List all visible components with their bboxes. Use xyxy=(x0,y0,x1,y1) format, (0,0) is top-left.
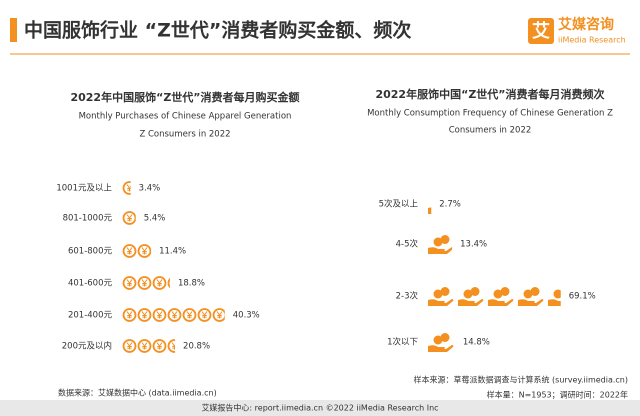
pictogram-bar xyxy=(426,194,432,214)
pictogram-bar xyxy=(122,338,176,354)
chart-title: 2022年服饰中国“Z世代”消费者每月消费频次 xyxy=(375,87,604,101)
value-label: 2.7% xyxy=(439,200,461,210)
value-label: 18.8% xyxy=(178,279,205,289)
logo-en: iiMedia Research xyxy=(558,36,626,45)
pictogram-bar xyxy=(122,243,152,259)
pictogram-bar xyxy=(122,180,131,196)
chart-subtitle: Monthly Consumption Frequency of Chinese… xyxy=(367,109,613,119)
value-label: 69.1% xyxy=(569,292,596,302)
value-label: 14.8% xyxy=(463,338,490,348)
category-label: 1次以下 xyxy=(387,337,418,348)
page-title: 中国服饰行业 “Z世代”消费者购买金额、频次 xyxy=(24,19,411,42)
value-label: 5.4% xyxy=(144,214,166,224)
value-label: 13.4% xyxy=(460,240,487,250)
logo-char: 艾 xyxy=(532,20,550,42)
category-label: 401-600元 xyxy=(68,279,113,289)
pictogram-bar xyxy=(426,286,561,306)
category-label: 601-800元 xyxy=(68,247,113,257)
title-accent xyxy=(10,18,17,42)
footer-text: 艾媒报告中心: report.iimedia.cn ©2022 iiMedia … xyxy=(201,403,438,413)
source-note: 数据来源：艾媒数据中心 (data.iimedia.cn) xyxy=(58,388,217,398)
value-label: 20.8% xyxy=(183,342,210,352)
category-label: 200元及以内 xyxy=(62,341,112,352)
pictogram-bar xyxy=(122,210,136,226)
logo-cn: 艾媒咨询 xyxy=(558,16,614,33)
pictogram-bar xyxy=(426,332,455,352)
value-label: 11.4% xyxy=(159,247,186,257)
category-label: 2-3次 xyxy=(396,291,419,302)
value-label: 40.3% xyxy=(233,311,260,321)
category-label: 4-5次 xyxy=(396,239,419,250)
sample-note: 样本量：N=1953；调研时间：2022年 xyxy=(487,390,628,400)
category-label: 5次及以上 xyxy=(379,199,419,210)
chart-subtitle: Consumers in 2022 xyxy=(449,126,532,136)
chart-title: 2022年中国服饰“Z世代”消费者每月购买金额 xyxy=(70,90,299,104)
pictogram-bar xyxy=(122,275,170,291)
category-label: 801-1000元 xyxy=(63,214,113,224)
pictogram-bar xyxy=(426,234,453,254)
footer-band xyxy=(0,400,640,416)
category-label: 201-400元 xyxy=(68,311,113,321)
sample-note: 样本来源：草莓派数据调查与计算系统 (survey.iimedia.cn) xyxy=(414,375,628,385)
chart-subtitle: Monthly Purchases of Chinese Apparel Gen… xyxy=(79,112,292,122)
category-label: 1001元及以上 xyxy=(56,184,112,194)
pictogram-bar xyxy=(122,307,225,323)
chart-subtitle: Z Consumers in 2022 xyxy=(139,130,230,140)
logo-mark xyxy=(528,18,554,44)
value-label: 3.4% xyxy=(139,184,161,194)
